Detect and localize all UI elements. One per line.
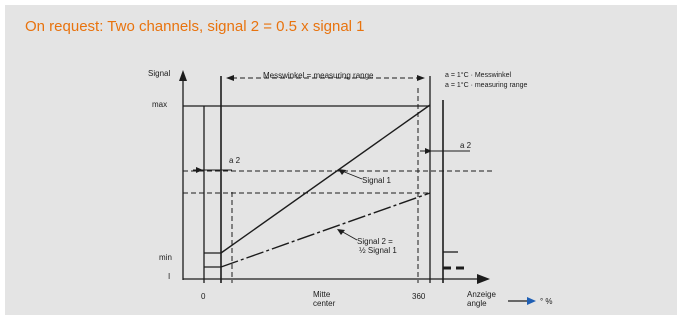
legend-line-1: a = 1°C · Messwinkel: [445, 71, 511, 79]
x-axis-arrow: [477, 274, 490, 284]
signal1-ramp-line: [220, 104, 431, 254]
x-start-label: 0: [201, 292, 206, 301]
signal2-leader-arrow: [337, 229, 345, 235]
range-title: Messwinkel = measuring range: [263, 71, 374, 80]
y-axis-arrow: [179, 70, 187, 81]
unit-arrow-head: [527, 297, 536, 305]
x-end-label: 360: [412, 292, 426, 301]
y-axis-title: Signal: [148, 69, 170, 78]
range-right-arrow: [417, 75, 425, 81]
gap-right-label: a 2: [460, 141, 472, 150]
x-axis-title-2: angle: [467, 299, 487, 308]
figure-panel: On request: Two channels, signal 2 = 0.5…: [5, 5, 677, 315]
x-center-label-1: Mitte: [313, 290, 331, 299]
x-axis-title-1: Anzeige: [467, 290, 496, 299]
range-left-arrow: [226, 75, 234, 81]
figure-heading: On request: Two channels, signal 2 = 0.5…: [25, 18, 365, 35]
gap-left-label: a 2: [229, 156, 241, 165]
x-unit-label: ° %: [540, 297, 553, 306]
x-center-label-2: center: [313, 299, 336, 308]
y-zero-label: I: [168, 272, 170, 281]
gap-left-arrow: [196, 167, 203, 173]
signal1-leader-line: [341, 170, 363, 180]
signal2-ramp-line: [220, 192, 431, 268]
signal2-label-1: Signal 2 =: [357, 237, 393, 246]
gap-right-arrow: [425, 148, 432, 154]
y-min-label: min: [159, 253, 172, 262]
signal2-label-2: ½ Signal 1: [359, 246, 397, 255]
legend-line-2: a = 1°C · measuring range: [445, 81, 527, 89]
signal1-leader-arrow: [338, 169, 346, 175]
y-max-label: max: [152, 100, 167, 109]
signal2-leader-line: [340, 230, 358, 241]
signal1-label: Signal 1: [362, 176, 391, 185]
